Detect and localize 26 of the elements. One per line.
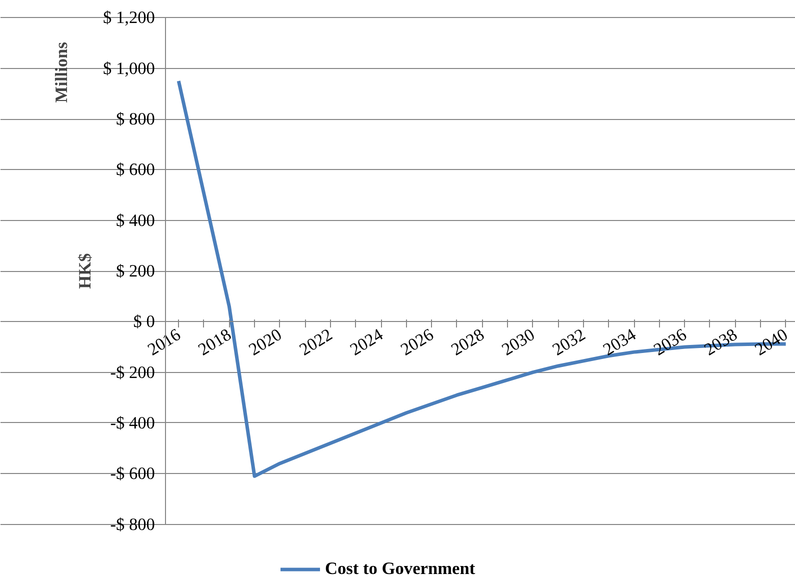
x-tick-label: 2030 bbox=[498, 324, 538, 360]
x-tick-label: 2026 bbox=[397, 324, 438, 360]
y-tick-label: $ 600 bbox=[116, 160, 155, 180]
y-axis-title: HK$ bbox=[76, 252, 95, 289]
x-tick-label: 2034 bbox=[600, 324, 640, 360]
y-tick-label: $ 200 bbox=[116, 262, 155, 281]
y-tick-label: $ 800 bbox=[116, 110, 155, 129]
y-tick-label: -$ 200 bbox=[110, 362, 155, 382]
x-tick-label: 2018 bbox=[194, 324, 234, 360]
x-tick-label: 2024 bbox=[346, 324, 387, 360]
legend-label: Cost to Government bbox=[325, 559, 476, 579]
x-tick-label: 2032 bbox=[549, 324, 589, 360]
y-tick-label: $ 400 bbox=[116, 210, 155, 230]
y-tick-label: -$ 400 bbox=[110, 413, 155, 432]
y-tick-label: $ 1,200 bbox=[102, 8, 155, 28]
x-tick-label: 2028 bbox=[448, 324, 488, 360]
x-tick-label: 2038 bbox=[700, 324, 740, 360]
text: Millions bbox=[52, 42, 71, 103]
y-tick-label: -$ 800 bbox=[110, 514, 155, 534]
x-tick-label: 2022 bbox=[296, 324, 336, 360]
x-tick-label: 2040 bbox=[752, 324, 792, 360]
x-tick-label: 2020 bbox=[246, 324, 286, 360]
y-tick-label: $ 0 bbox=[133, 312, 155, 332]
y-tick-label: -$ 600 bbox=[110, 464, 155, 484]
x-tick-label: 2036 bbox=[650, 324, 690, 360]
y-tick-label: $ 1,000 bbox=[102, 58, 155, 78]
